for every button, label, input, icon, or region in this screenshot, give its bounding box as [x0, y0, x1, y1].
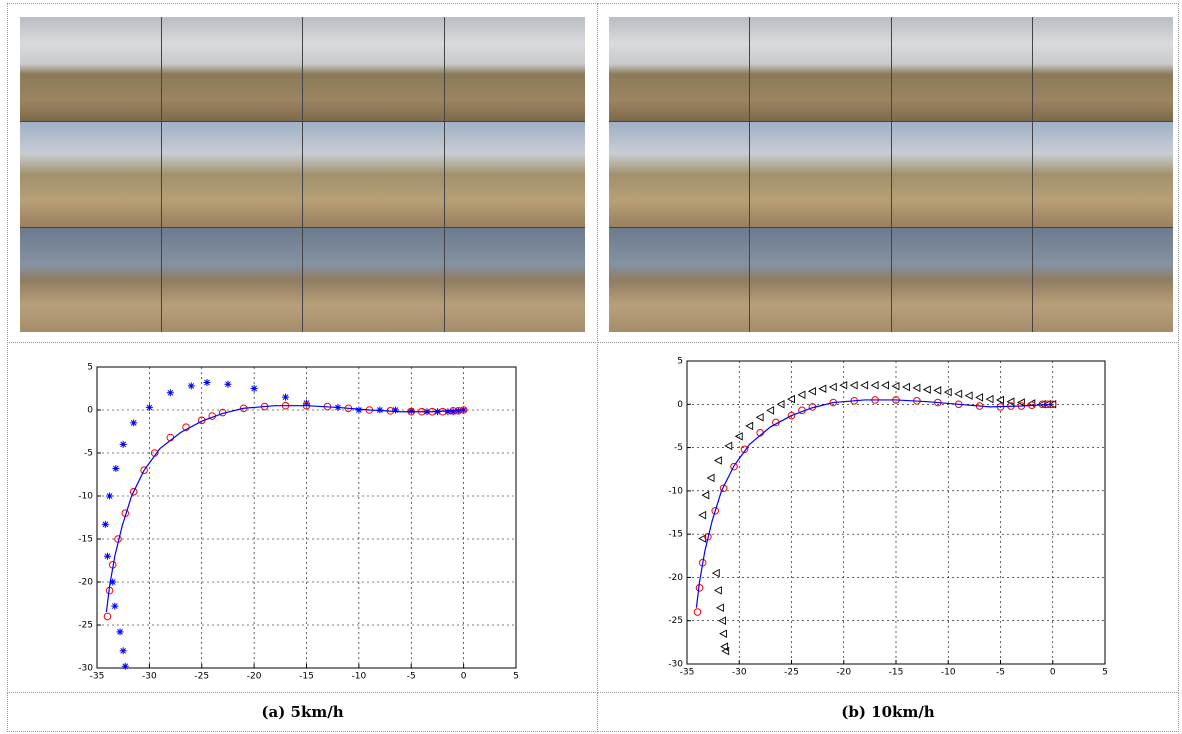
trajectory-point [120, 647, 127, 654]
trajectory-point [224, 381, 231, 388]
page: (a) 5km/h (b) 10km/h -35-30-25-20-15-10-… [0, 0, 1182, 734]
y-tick-label: 5 [87, 363, 93, 373]
trajectory-point [251, 385, 258, 392]
x-tick-label: 0 [461, 672, 467, 682]
trajectory-point [102, 521, 109, 528]
y-tick-label: -15 [78, 535, 93, 545]
trajectory-point [146, 404, 153, 411]
y-tick-label: -15 [668, 530, 683, 540]
trajectory-point [130, 419, 137, 426]
trajectory-point [355, 407, 362, 414]
x-tick-label: -20 [247, 672, 262, 682]
x-tick-label: -20 [836, 668, 851, 678]
x-tick-label: -15 [299, 672, 314, 682]
x-tick-label: -25 [784, 668, 799, 678]
x-tick-label: -5 [407, 672, 416, 682]
x-tick-label: -5 [996, 668, 1005, 678]
y-tick-label: -30 [78, 664, 93, 674]
x-tick-label: -10 [941, 668, 956, 678]
trajectory-point [167, 389, 174, 396]
x-tick-label: -15 [889, 668, 904, 678]
y-tick-label: -5 [674, 443, 683, 453]
y-tick-label: -30 [668, 660, 683, 670]
y-tick-label: -10 [668, 486, 683, 496]
trajectory-point [117, 628, 124, 635]
y-tick-label: 0 [677, 400, 683, 410]
x-tick-label: 5 [513, 672, 519, 682]
y-tick-label: -10 [78, 492, 93, 502]
trajectory-point [106, 493, 113, 500]
x-tick-label: -25 [194, 672, 209, 682]
y-tick-label: -20 [668, 573, 683, 583]
trajectory-point [122, 663, 129, 670]
trajectory-point [203, 379, 210, 386]
y-tick-label: -25 [668, 616, 683, 626]
x-tick-label: -10 [352, 672, 367, 682]
trajectory-point [111, 603, 118, 610]
trajectory-point [282, 394, 289, 401]
y-tick-label: 5 [677, 357, 683, 367]
trajectory-point [188, 382, 195, 389]
x-tick-label: -30 [142, 672, 157, 682]
x-tick-label: 5 [1102, 668, 1108, 678]
x-tick-label: 0 [1050, 668, 1056, 678]
trajectory-point [112, 465, 119, 472]
trajectory-point [120, 441, 127, 448]
trajectory-point [104, 553, 111, 560]
x-tick-label: -30 [732, 668, 747, 678]
y-tick-label: -25 [78, 621, 93, 631]
y-tick-label: -20 [78, 578, 93, 588]
y-tick-label: -5 [84, 449, 93, 459]
y-tick-label: 0 [87, 406, 93, 416]
charts: -35-30-25-20-15-10-505-30-25-20-15-10-50… [0, 0, 1182, 734]
